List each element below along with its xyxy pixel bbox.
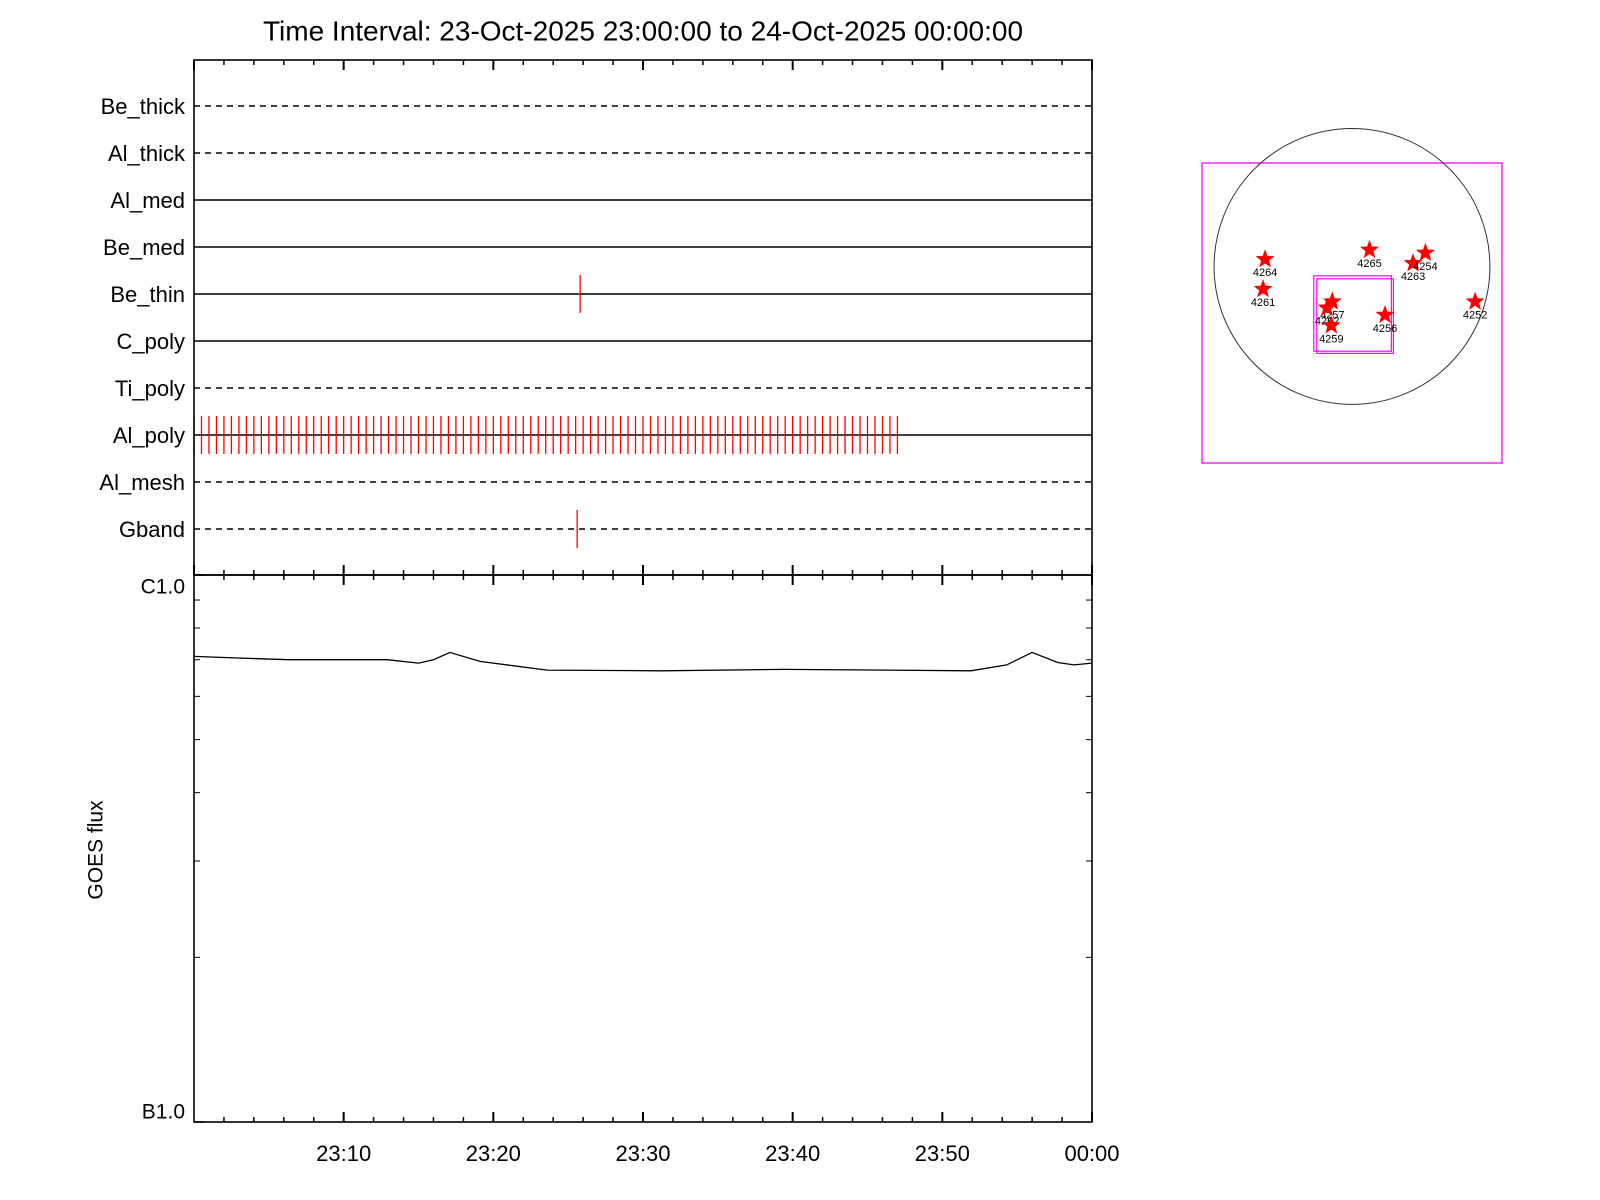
y-tick-label: C1.0 <box>141 576 185 599</box>
row-label: Gband <box>119 517 185 542</box>
region-star <box>1403 253 1423 272</box>
x-tick-label: 23:10 <box>316 1141 371 1166</box>
region-label: 4256 <box>1373 323 1397 335</box>
x-tick-label: 23:50 <box>915 1141 970 1166</box>
region-star <box>1322 291 1342 310</box>
panel-frame <box>193 59 1093 576</box>
x-tick-label: 23:30 <box>615 1141 670 1166</box>
region-star <box>1321 315 1341 334</box>
region-label: 4261 <box>1251 297 1275 309</box>
x-tick-label: 23:40 <box>765 1141 820 1166</box>
chart-title: Time Interval: 23-Oct-2025 23:00:00 to 2… <box>263 15 1023 46</box>
row-label: Al_mesh <box>99 470 185 495</box>
region-star <box>1415 242 1435 261</box>
panel-frame <box>193 574 1093 1123</box>
region-label: 4263 <box>1401 271 1425 283</box>
fov-box <box>1316 278 1394 354</box>
region-label: 4265 <box>1357 258 1381 270</box>
region-star <box>1360 239 1379 258</box>
region-label: 4259 <box>1319 333 1343 345</box>
region-star <box>1465 291 1485 310</box>
row-label: Al_med <box>110 188 185 213</box>
map-frame <box>1201 162 1503 464</box>
y-axis-label: GOES flux <box>85 800 108 900</box>
flux-line <box>193 651 1093 672</box>
row-label: Al_poly <box>113 423 185 448</box>
row-label: Be_thin <box>110 282 185 307</box>
row-label: Be_thick <box>101 94 186 119</box>
x-tick-label: 00:00 <box>1064 1141 1119 1166</box>
region-star <box>1317 297 1337 316</box>
region-star <box>1375 305 1395 324</box>
region-star <box>1255 249 1275 268</box>
region-label: 4254 <box>1413 261 1437 273</box>
y-tick-label: B1.0 <box>142 1101 185 1124</box>
solar-limb <box>1213 128 1491 405</box>
row-label: C_poly <box>117 329 185 354</box>
region-label: 4252 <box>1463 310 1487 322</box>
region-label: 4264 <box>1253 267 1277 279</box>
row-label: Be_med <box>103 235 185 260</box>
row-label: Ti_poly <box>115 376 185 401</box>
x-tick-label: 23:20 <box>466 1141 521 1166</box>
region-star <box>1253 279 1273 298</box>
row-label: Al_thick <box>108 141 186 166</box>
